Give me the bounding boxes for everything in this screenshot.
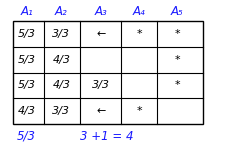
Text: 5/3: 5/3 [18,29,36,39]
Bar [13,21,202,124]
Text: *: * [136,106,141,116]
Text: ←: ← [96,29,105,39]
Text: *: * [174,29,179,39]
Text: 5/3: 5/3 [18,80,36,90]
Text: 3/3: 3/3 [52,29,70,39]
Text: 4/3: 4/3 [52,55,70,65]
Text: *: * [174,80,179,90]
Text: A₂: A₂ [55,5,67,18]
Text: *: * [136,29,141,39]
Text: 3/3: 3/3 [91,80,109,90]
Text: 3/3: 3/3 [52,106,70,116]
Text: A₄: A₄ [132,5,145,18]
Text: *: * [174,55,179,65]
Text: 3 +1 = 4: 3 +1 = 4 [80,130,133,143]
Text: ←: ← [96,106,105,116]
Text: 4/3: 4/3 [52,80,70,90]
Text: 5/3: 5/3 [17,130,36,143]
Text: 4/3: 4/3 [18,106,36,116]
Text: A₅: A₅ [170,5,183,18]
Text: A₁: A₁ [20,5,33,18]
Text: 5/3: 5/3 [18,55,36,65]
Text: A₃: A₃ [94,5,107,18]
